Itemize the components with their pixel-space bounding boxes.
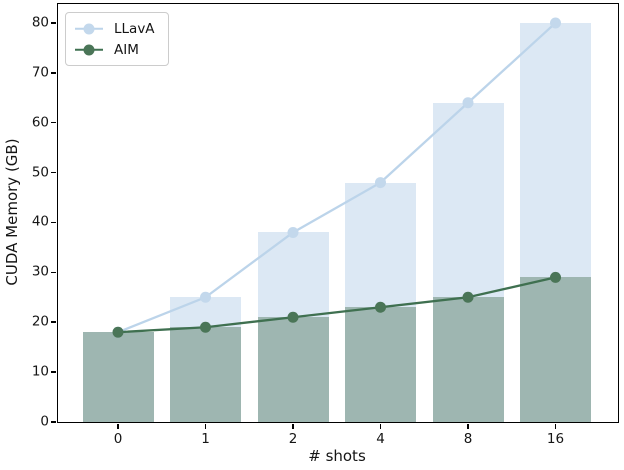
marker-llava-2 [287, 226, 299, 238]
x-tick-label-16: 16 [546, 431, 565, 447]
y-tick-label-40: 40 [31, 214, 49, 231]
marker-llava-4 [375, 177, 386, 189]
y-tick-mark-50 [51, 171, 56, 174]
x-tick-mark-1 [204, 423, 207, 429]
legend-label-llava: LLavA [114, 20, 155, 37]
y-tick-mark-70 [51, 72, 56, 74]
line-aim [117, 276, 556, 334]
x-tick-label-8: 8 [463, 431, 473, 447]
y-tick-label-50: 50 [31, 164, 49, 181]
legend-entry-llava: LLavA [75, 18, 158, 39]
bar-aim-1 [170, 327, 241, 422]
y-tick-label-10: 10 [31, 363, 49, 380]
marker-aim-1 [200, 321, 211, 333]
marker-llava-1 [200, 291, 211, 303]
marker-llava-16 [550, 17, 561, 29]
x-tick-mark-4 [379, 423, 382, 429]
y-tick-label-80: 80 [31, 14, 49, 31]
y-tick-label-70: 70 [31, 64, 49, 81]
y-axis-label: CUDA Memory (GB) [3, 138, 21, 286]
legend-line-marker-icon [75, 43, 103, 57]
x-tick-label-1: 1 [201, 431, 210, 447]
marker-aim-2 [287, 311, 299, 323]
x-tick-label-2: 2 [288, 431, 298, 447]
x-tick-label-0: 0 [113, 431, 123, 447]
x-tick-mark-8 [467, 423, 469, 429]
y-tick-mark-20 [51, 321, 56, 323]
x-tick-label-4: 4 [376, 431, 385, 447]
bar-aim-8 [432, 297, 504, 422]
legend-line-marker-icon [75, 22, 103, 36]
y-tick-mark-60 [51, 121, 56, 124]
line-layer [112, 17, 561, 338]
line-llava [117, 22, 557, 334]
y-tick-mark-10 [51, 371, 56, 373]
y-tick-mark-40 [51, 221, 56, 224]
x-axis-label: # shots [308, 447, 366, 465]
marker-llava-8 [462, 97, 474, 109]
y-tick-mark-30 [51, 271, 56, 274]
marker-aim-4 [375, 301, 386, 313]
legend-label-aim: AIM [114, 41, 139, 58]
y-tick-label-30: 30 [31, 264, 49, 281]
plot-area: 0 10 20 30 40 50 60 70 80 0 1 2 4 8 16 LLavA AIM [32, 3, 619, 447]
bar-aim-2 [257, 317, 329, 422]
marker-aim-16 [550, 271, 561, 283]
x-tick-mark-16 [554, 423, 557, 429]
bar-aim-16 [520, 277, 591, 422]
legend: LLavA AIM [65, 12, 169, 66]
x-tick-mark-2 [292, 423, 294, 429]
bar-aim-4 [345, 307, 416, 422]
legend-entry-aim: AIM [75, 39, 158, 60]
y-tick-mark-0 [51, 421, 56, 423]
marker-aim-8 [462, 291, 474, 303]
marker-aim-0 [112, 326, 124, 338]
x-tick-mark-0 [117, 423, 119, 429]
bar-aim-0 [82, 332, 154, 422]
y-tick-label-0: 0 [40, 413, 49, 430]
y-tick-label-20: 20 [31, 313, 49, 330]
y-tick-label-60: 60 [31, 114, 49, 131]
y-tick-mark-80 [51, 22, 56, 24]
